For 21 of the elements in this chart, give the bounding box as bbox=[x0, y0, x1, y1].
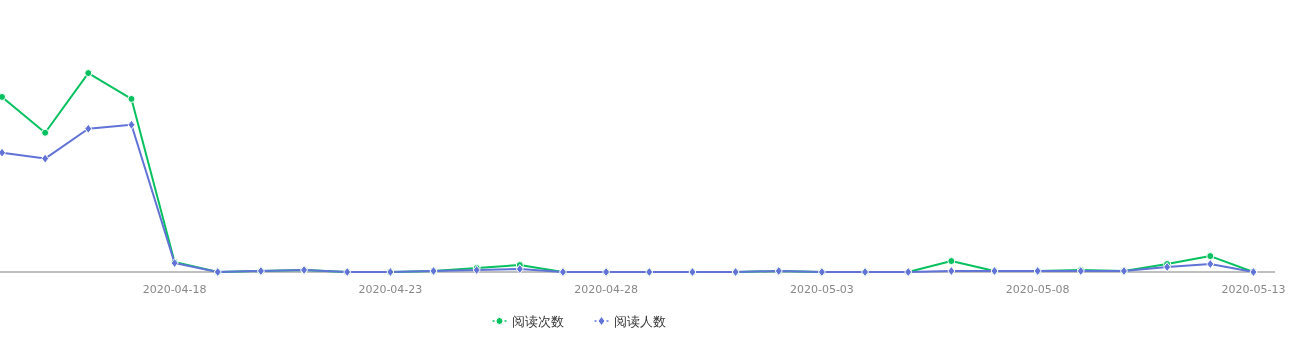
point bbox=[127, 94, 136, 103]
legend-label: 阅读人数 bbox=[613, 314, 666, 329]
x-tick-label: 2020-04-18 bbox=[142, 283, 207, 296]
point bbox=[1206, 252, 1215, 261]
point bbox=[515, 264, 524, 275]
point bbox=[947, 266, 956, 277]
x-tick-label: 2020-04-28 bbox=[574, 283, 639, 296]
x-tick-label: 2020-05-08 bbox=[1005, 283, 1070, 296]
point bbox=[84, 123, 93, 134]
x-tick-label: 2020-05-03 bbox=[789, 283, 854, 296]
point bbox=[1206, 259, 1215, 270]
x-tick-label: 2020-05-13 bbox=[1221, 283, 1286, 296]
point bbox=[41, 153, 50, 164]
point bbox=[84, 69, 93, 78]
x-tick-label: 2020-04-23 bbox=[358, 283, 423, 296]
point bbox=[947, 257, 956, 266]
point bbox=[41, 128, 50, 137]
point bbox=[1163, 262, 1172, 273]
point bbox=[127, 119, 136, 130]
legend-label: 阅读次数 bbox=[511, 314, 564, 329]
point bbox=[472, 265, 481, 276]
